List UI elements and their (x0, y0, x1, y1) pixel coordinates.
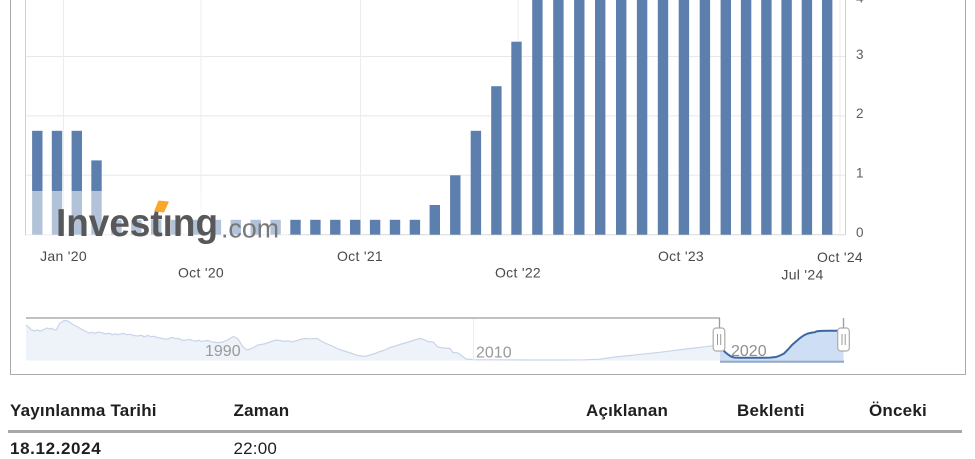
svg-text:3: 3 (856, 47, 864, 62)
svg-text:Oct '22: Oct '22 (495, 265, 541, 281)
svg-text:2: 2 (856, 106, 864, 121)
svg-text:Jul '24: Jul '24 (781, 267, 823, 283)
svg-text:Oct '21: Oct '21 (337, 248, 383, 264)
svg-text:Investıng: Investıng (56, 202, 218, 245)
svg-text:.com: .com (221, 214, 279, 244)
svg-text:Oct '24: Oct '24 (817, 249, 863, 265)
svg-text:Jan '20: Jan '20 (40, 248, 87, 264)
svg-text:Oct '23: Oct '23 (658, 248, 704, 264)
svg-text:1990: 1990 (205, 343, 241, 360)
svg-text:2010: 2010 (476, 345, 512, 362)
svg-text:4: 4 (856, 0, 864, 6)
svg-text:Oct '20: Oct '20 (178, 265, 224, 281)
svg-text:0: 0 (856, 225, 864, 240)
svg-text:1: 1 (856, 166, 864, 181)
svg-text:2020: 2020 (731, 343, 767, 360)
